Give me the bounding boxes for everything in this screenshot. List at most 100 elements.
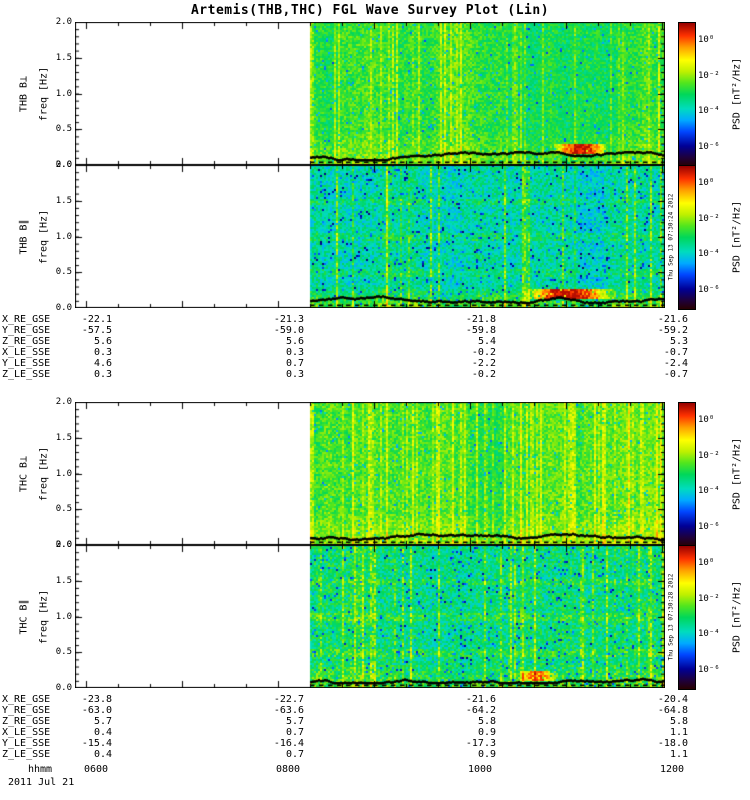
colorbar: [678, 402, 696, 547]
ephemeris-value: 5.8: [669, 716, 688, 727]
y-tick-label: 1.0: [55, 468, 72, 479]
panel-instrument-label: THC B∥: [18, 598, 30, 635]
panel-instrument-label: THB B∥: [18, 218, 30, 255]
ephemeris-row: Y_RE_GSE -57.5 -59.0 -59.8 -59.2: [0, 325, 750, 336]
ephemeris-row: Y_LE_SSE -15.4 -16.4 -17.3 -18.0: [0, 738, 750, 749]
ephemeris-row: X_LE_SSE 0.3 0.3 -0.2 -0.7: [0, 347, 750, 358]
colorbar: [678, 545, 696, 690]
colorbar-tick-label: 10⁰: [698, 414, 715, 425]
ephemeris-row: X_RE_GSE -23.8 -22.7 -21.6 -20.4: [0, 694, 750, 705]
ephemeris-value: 5.7: [93, 716, 112, 727]
ephemeris-row-label: X_LE_SSE: [2, 347, 51, 358]
colorbar: [678, 165, 696, 310]
ephemeris-value: -2.2: [471, 358, 496, 369]
y-tick-label: 0.0: [55, 540, 72, 550]
ephemeris-value: -59.2: [657, 325, 688, 336]
colorbar-tick-label: 10⁻⁴: [698, 629, 720, 640]
colorbar-tick-label: 10⁻⁶: [698, 665, 720, 676]
spectrogram-canvas: [75, 22, 665, 165]
ephemeris-row: X_LE_SSE 0.4 0.7 0.9 1.1: [0, 727, 750, 738]
colorbar-axis-label: PSD [nT²/Hz]: [731, 580, 743, 653]
ephemeris-value: -57.5: [81, 325, 112, 336]
y-tick-label: 2.0: [55, 397, 72, 407]
y-tick-label: 2.0: [55, 17, 72, 27]
ephemeris-value: 0.9: [477, 727, 496, 738]
panel-instrument-label: THC B⊥: [18, 455, 30, 492]
ephemeris-value: -21.6: [465, 694, 496, 705]
ephemeris-value: -21.6: [657, 314, 688, 325]
ephemeris-value: 5.4: [477, 336, 496, 347]
ephemeris-value: 0.7: [285, 358, 304, 369]
colorbar-tick-label: 10⁻⁴: [698, 249, 720, 260]
colorbar: [678, 22, 696, 167]
y-tick-label: 1.0: [55, 611, 72, 622]
ephemeris-row-label: Y_RE_GSE: [2, 705, 51, 716]
ephemeris-value: 0.9: [477, 749, 496, 760]
colorbar-axis-label: PSD [nT²/Hz]: [731, 200, 743, 273]
ephemeris-value: -17.3: [465, 738, 496, 749]
y-tick-label: 0.5: [55, 647, 72, 658]
panel-instrument-label: THB B⊥: [18, 75, 30, 112]
colorbar-tick-label: 10⁻⁴: [698, 486, 720, 497]
ephemeris-value: -63.0: [81, 705, 112, 716]
ephemeris-row-label: Y_RE_GSE: [2, 325, 51, 336]
ephemeris-row: Z_LE_SSE 0.3 0.3 -0.2 -0.7: [0, 369, 750, 380]
ephemeris-value: -22.7: [273, 694, 304, 705]
plot-area: [75, 545, 665, 688]
ephemeris-value: -0.7: [663, 347, 688, 358]
ephemeris-value: 5.6: [285, 336, 304, 347]
y-tick-label: 0.5: [55, 267, 72, 278]
ephemeris-value: 0.7: [285, 749, 304, 760]
ephemeris-value: -15.4: [81, 738, 112, 749]
ephemeris-row-label: Z_LE_SSE: [2, 369, 51, 380]
time-tick-label: 0800: [276, 764, 301, 775]
ephemeris-value: 0.7: [285, 727, 304, 738]
y-tick-label: 1.0: [55, 88, 72, 99]
ephemeris-row-label: X_RE_GSE: [2, 694, 51, 705]
ephemeris-value: 4.6: [93, 358, 112, 369]
ephemeris-value: -0.7: [663, 369, 688, 380]
spectrogram-panel-thb-bpar: THB B∥ freq [Hz] PSD [nT²/Hz] Thu Sep 13…: [0, 160, 750, 313]
ephemeris-value: 0.4: [93, 727, 112, 738]
colorbar-tick-label: 10⁻⁶: [698, 285, 720, 296]
time-axis: hhmm 0600 0800 1000 1200: [0, 764, 750, 776]
colorbar-axis-label: PSD [nT²/Hz]: [731, 437, 743, 510]
time-tick-label: 1000: [468, 764, 493, 775]
ephemeris-row: Z_LE_SSE 0.4 0.7 0.9 1.1: [0, 749, 750, 760]
ephemeris-value: 0.3: [285, 369, 304, 380]
colorbar-tick-label: 10⁰: [698, 557, 715, 568]
y-tick-label: 0.0: [55, 683, 72, 693]
colorbar-tick-label: 10⁻⁶: [698, 522, 720, 533]
colorbar-tick-label: 10⁻²: [698, 593, 720, 604]
colorbar-tick-label: 10⁰: [698, 177, 715, 188]
y-tick-label: 2.0: [55, 540, 72, 550]
ephemeris-value: -22.1: [81, 314, 112, 325]
ephemeris-value: -2.4: [663, 358, 688, 369]
plot-area: [75, 22, 665, 165]
creation-timestamp: Thu Sep 13 07:30:28 2012: [667, 573, 675, 660]
colorbar-tick-label: 10⁻²: [698, 213, 720, 224]
y-tick-label: 1.5: [55, 52, 72, 63]
ephemeris-value: 5.6: [93, 336, 112, 347]
ephemeris-value: 1.1: [669, 727, 688, 738]
ephemeris-value: -18.0: [657, 738, 688, 749]
ephemeris-value: -0.2: [471, 347, 496, 358]
time-axis-format-label: hhmm: [28, 764, 53, 775]
y-tick-label: 1.0: [55, 231, 72, 242]
y-tick-label: 1.5: [55, 432, 72, 443]
ephemeris-row-label: Z_RE_GSE: [2, 716, 51, 727]
y-tick-label: 2.0: [55, 160, 72, 170]
creation-timestamp: Thu Sep 13 07:30:24 2012: [667, 193, 675, 280]
y-tick-label: 1.5: [55, 575, 72, 586]
ephemeris-value: 0.4: [93, 749, 112, 760]
plot-area: [75, 402, 665, 545]
spectrogram-canvas: [75, 402, 665, 545]
ephemeris-value: -59.8: [465, 325, 496, 336]
colorbar-tick-label: 10⁻²: [698, 450, 720, 461]
ephemeris-value: -21.8: [465, 314, 496, 325]
ephemeris-value: -23.8: [81, 694, 112, 705]
ephemeris-value: 0.3: [285, 347, 304, 358]
ephemeris-row: Z_RE_GSE 5.7 5.7 5.8 5.8: [0, 716, 750, 727]
y-tick-label: 1.5: [55, 195, 72, 206]
